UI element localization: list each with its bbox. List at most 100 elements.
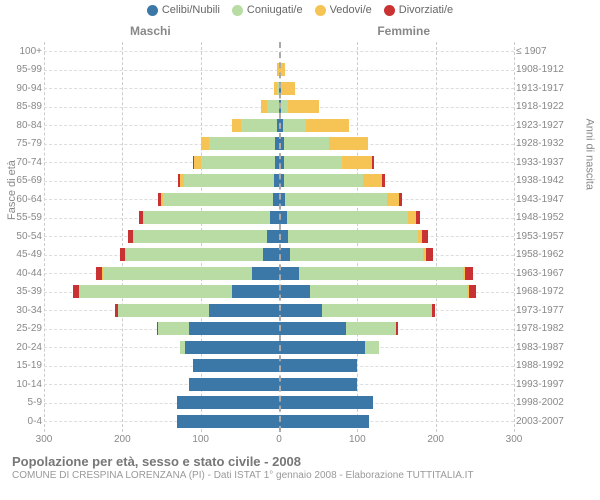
age-label: 50-54 bbox=[0, 231, 42, 242]
age-label: 30-34 bbox=[0, 305, 42, 316]
male-bar bbox=[44, 248, 279, 261]
birth-year-label: 1958-1962 bbox=[516, 249, 570, 260]
age-label: 75-79 bbox=[0, 138, 42, 149]
gridline bbox=[514, 42, 515, 432]
male-bar bbox=[44, 359, 279, 372]
segment-married bbox=[290, 248, 423, 261]
segment-married bbox=[163, 193, 273, 206]
legend-label: Vedovi/e bbox=[330, 4, 372, 16]
female-bar bbox=[279, 285, 514, 298]
legend-item: Celibi/Nubili bbox=[147, 4, 220, 16]
birth-year-label: 1913-1917 bbox=[516, 83, 570, 94]
male-bar bbox=[44, 267, 279, 280]
legend-swatch bbox=[232, 5, 243, 16]
segment-single bbox=[279, 285, 310, 298]
segment-divorced bbox=[382, 174, 384, 187]
female-bar bbox=[279, 230, 514, 243]
birth-year-label: 1918-1922 bbox=[516, 101, 570, 112]
segment-single bbox=[263, 248, 279, 261]
segment-married bbox=[287, 211, 408, 224]
chart-subtitle: COMUNE DI CRESPINA LORENZANA (PI) - Dati… bbox=[12, 470, 592, 481]
age-label: 35-39 bbox=[0, 286, 42, 297]
female-bar bbox=[279, 378, 514, 391]
female-bar bbox=[279, 63, 514, 76]
birth-year-label: ≤ 1907 bbox=[516, 46, 570, 57]
birth-year-label: 2003-2007 bbox=[516, 416, 570, 427]
male-bar bbox=[44, 63, 279, 76]
legend-item: Coniugati/e bbox=[232, 4, 303, 16]
legend-label: Celibi/Nubili bbox=[162, 4, 220, 16]
male-bar bbox=[44, 322, 279, 335]
birth-year-label: 1988-1992 bbox=[516, 360, 570, 371]
birth-year-label: 1938-1942 bbox=[516, 175, 570, 186]
x-tick: 200 bbox=[114, 434, 131, 445]
segment-divorced bbox=[465, 267, 473, 280]
segment-married bbox=[158, 322, 189, 335]
male-bar bbox=[44, 156, 279, 169]
segment-single bbox=[279, 396, 373, 409]
male-bar bbox=[44, 230, 279, 243]
birth-year-label: 1963-1967 bbox=[516, 268, 570, 279]
male-bar bbox=[44, 341, 279, 354]
birth-year-label: 1953-1957 bbox=[516, 231, 570, 242]
male-bar bbox=[44, 285, 279, 298]
y-axis-title-left: Fasce di età bbox=[6, 160, 18, 220]
x-tick: 300 bbox=[36, 434, 53, 445]
segment-married bbox=[201, 156, 275, 169]
female-bar bbox=[279, 248, 514, 261]
segment-married bbox=[103, 267, 252, 280]
x-tick: 0 bbox=[276, 434, 282, 445]
segment-widowed bbox=[306, 119, 349, 132]
female-bar bbox=[279, 82, 514, 95]
age-label: 25-29 bbox=[0, 323, 42, 334]
female-bar bbox=[279, 267, 514, 280]
segment-married bbox=[284, 174, 362, 187]
segment-widowed bbox=[342, 156, 372, 169]
segment-married bbox=[284, 156, 343, 169]
legend-swatch bbox=[384, 5, 395, 16]
female-bar bbox=[279, 396, 514, 409]
female-bar bbox=[279, 304, 514, 317]
legend-item: Divorziati/e bbox=[384, 4, 453, 16]
segment-single bbox=[177, 396, 279, 409]
birth-year-label: 1908-1912 bbox=[516, 64, 570, 75]
segment-married bbox=[365, 341, 379, 354]
segment-single bbox=[279, 378, 357, 391]
segment-single bbox=[193, 359, 279, 372]
birth-year-label: 1933-1937 bbox=[516, 157, 570, 168]
legend-label: Coniugati/e bbox=[247, 4, 303, 16]
legend-label: Divorziati/e bbox=[399, 4, 453, 16]
segment-divorced bbox=[469, 285, 476, 298]
age-label: 20-24 bbox=[0, 342, 42, 353]
segment-married bbox=[288, 230, 417, 243]
age-label: 15-19 bbox=[0, 360, 42, 371]
segment-single bbox=[209, 304, 280, 317]
segment-divorced bbox=[422, 230, 427, 243]
male-bar bbox=[44, 82, 279, 95]
segment-divorced bbox=[432, 304, 435, 317]
segment-widowed bbox=[329, 137, 368, 150]
male-header: Maschi bbox=[130, 24, 171, 38]
x-tick: 100 bbox=[192, 434, 209, 445]
age-label: 60-64 bbox=[0, 194, 42, 205]
birth-year-label: 1978-1982 bbox=[516, 323, 570, 334]
segment-widowed bbox=[281, 82, 295, 95]
age-label: 55-59 bbox=[0, 212, 42, 223]
segment-single bbox=[279, 415, 369, 428]
age-label: 10-14 bbox=[0, 379, 42, 390]
age-label: 65-69 bbox=[0, 175, 42, 186]
segment-single bbox=[279, 322, 346, 335]
birth-year-label: 1983-1987 bbox=[516, 342, 570, 353]
x-tick: 100 bbox=[349, 434, 366, 445]
segment-single bbox=[185, 341, 279, 354]
female-bar bbox=[279, 174, 514, 187]
segment-single bbox=[177, 415, 279, 428]
segment-married bbox=[241, 119, 276, 132]
male-bar bbox=[44, 137, 279, 150]
segment-single bbox=[252, 267, 279, 280]
segment-married bbox=[144, 211, 269, 224]
birth-year-label: 1968-1972 bbox=[516, 286, 570, 297]
x-axis: 3002001000100200300 bbox=[44, 434, 514, 448]
legend-swatch bbox=[315, 5, 326, 16]
legend-swatch bbox=[147, 5, 158, 16]
